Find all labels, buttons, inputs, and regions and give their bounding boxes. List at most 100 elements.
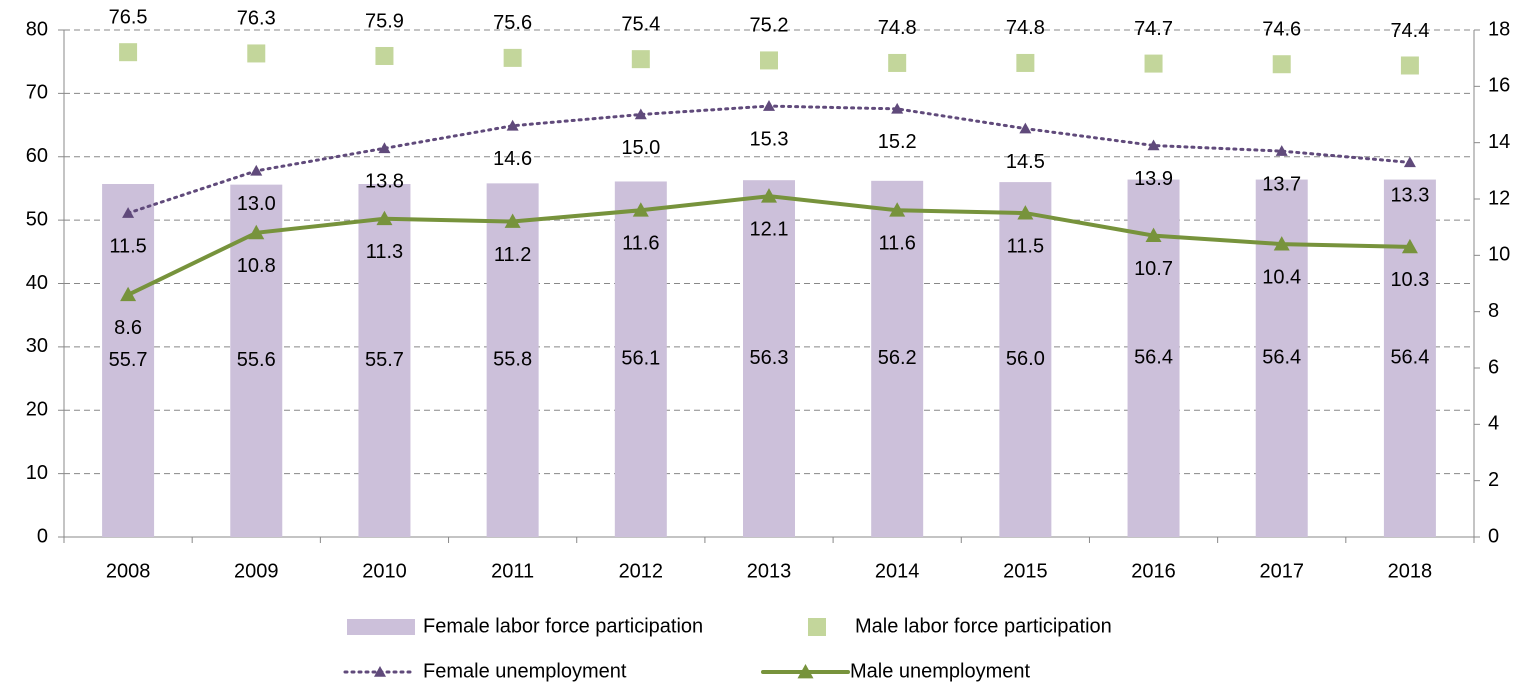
x-tick-label: 2010	[362, 560, 407, 582]
data-label: 55.7	[365, 349, 404, 371]
y-tick-label: 70	[26, 82, 48, 104]
bar	[486, 183, 539, 537]
y2-tick-label: 6	[1488, 356, 1499, 378]
marker	[250, 164, 263, 176]
legend-swatch	[347, 619, 415, 635]
data-label: 56.3	[750, 347, 789, 369]
marker	[761, 188, 777, 203]
marker	[503, 48, 522, 67]
y2-tick-label: 18	[1488, 18, 1510, 40]
data-label: 11.6	[878, 233, 915, 255]
legend-swatch	[808, 618, 826, 636]
bar	[102, 184, 155, 537]
marker	[1272, 55, 1291, 74]
marker	[1275, 145, 1288, 156]
bar	[743, 180, 795, 538]
data-label: 15.2	[878, 131, 917, 153]
data-label: 10.4	[1262, 266, 1301, 288]
y-tick-label: 60	[26, 145, 48, 167]
data-label: 56.4	[1262, 347, 1301, 369]
data-label: 75.6	[493, 12, 532, 34]
data-label: 13.0	[237, 193, 276, 215]
x-tick-label: 2017	[1259, 560, 1304, 582]
marker	[122, 207, 135, 218]
y-tick-label: 20	[26, 399, 48, 421]
data-label: 75.4	[621, 13, 660, 35]
data-label: 15.0	[621, 137, 660, 159]
marker	[891, 102, 904, 114]
marker	[119, 43, 138, 62]
bar	[358, 184, 411, 537]
data-label: 56.2	[878, 347, 917, 369]
data-label: 11.5	[109, 235, 146, 257]
marker	[504, 213, 521, 228]
y-tick-label: 30	[26, 335, 48, 357]
x-tick-label: 2011	[491, 560, 534, 582]
y-tick-label: 40	[26, 272, 48, 294]
data-label: 13.7	[1262, 173, 1301, 195]
data-label: 11.3	[366, 241, 403, 263]
data-label: 56.4	[1134, 347, 1173, 369]
marker	[1400, 56, 1419, 75]
data-label: 10.8	[237, 255, 276, 277]
data-label: 74.4	[1390, 20, 1429, 42]
y2-tick-label: 12	[1488, 187, 1510, 209]
marker	[1145, 227, 1162, 243]
data-label: 75.2	[750, 15, 789, 37]
x-tick-label: 2008	[106, 560, 151, 582]
data-label: 56.1	[621, 348, 660, 370]
x-tick-label: 2018	[1388, 560, 1433, 582]
data-label: 11.5	[1007, 235, 1044, 257]
marker	[760, 51, 778, 70]
x-tick-label: 2009	[234, 560, 279, 582]
legend-label: Female labor force participation	[423, 615, 703, 637]
data-label: 11.6	[622, 233, 659, 255]
data-label: 55.7	[109, 349, 148, 371]
data-label: 55.6	[237, 349, 276, 371]
x-tick-label: 2012	[619, 560, 664, 582]
marker	[1401, 238, 1418, 254]
marker	[1144, 54, 1163, 73]
y2-tick-label: 8	[1488, 300, 1499, 322]
legend-label: Male unemployment	[850, 660, 1031, 682]
y2-tick-label: 14	[1488, 131, 1510, 153]
marker	[632, 202, 649, 217]
data-label: 13.9	[1134, 168, 1173, 190]
data-label: 74.8	[1006, 17, 1045, 39]
marker	[1147, 139, 1160, 151]
y2-tick-label: 2	[1488, 469, 1499, 491]
data-label: 10.3	[1390, 269, 1429, 291]
data-label: 11.2	[494, 244, 531, 266]
data-label: 8.6	[114, 317, 142, 339]
data-label: 13.8	[365, 171, 404, 193]
y-tick-label: 10	[26, 462, 48, 484]
y2-tick-label: 10	[1488, 244, 1510, 266]
data-label: 74.6	[1262, 19, 1301, 41]
data-label: 10.7	[1134, 258, 1173, 280]
data-label: 76.3	[237, 8, 276, 30]
marker	[889, 202, 906, 217]
data-label: 13.3	[1390, 185, 1429, 207]
x-tick-label: 2013	[747, 560, 792, 582]
marker	[378, 142, 391, 154]
legend-label: Female unemployment	[423, 660, 627, 682]
marker	[375, 46, 394, 65]
data-label: 14.6	[493, 148, 532, 170]
x-tick-label: 2016	[1131, 560, 1176, 582]
marker	[1019, 122, 1032, 134]
data-label: 56.0	[1006, 348, 1045, 370]
marker	[247, 44, 266, 63]
data-label: 76.5	[109, 6, 148, 28]
marker	[763, 100, 775, 111]
data-label: 56.4	[1390, 347, 1429, 369]
marker	[506, 119, 519, 131]
marker	[1273, 236, 1290, 251]
marker	[1017, 205, 1034, 220]
bar	[999, 182, 1052, 537]
marker	[1016, 53, 1035, 72]
x-tick-label: 2014	[875, 560, 920, 582]
y2-tick-label: 4	[1488, 413, 1499, 435]
x-tick-label: 2015	[1003, 560, 1048, 582]
data-label: 75.9	[365, 10, 404, 32]
marker	[248, 224, 265, 240]
